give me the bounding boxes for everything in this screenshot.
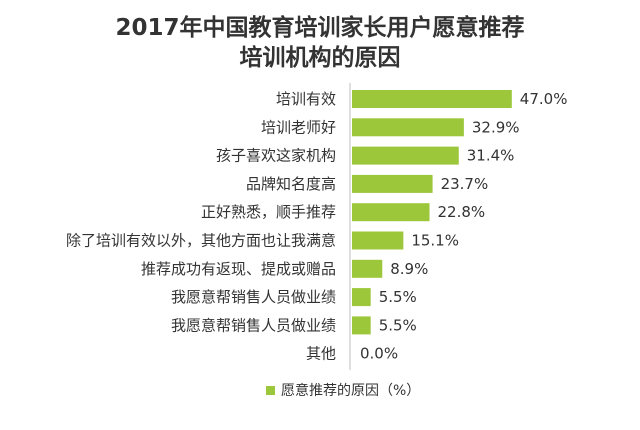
category-label: 除了培训有效以外，其他方面也让我满意 [66,232,336,250]
legend-swatch [266,386,275,395]
value-label: 22.8% [438,203,486,221]
category-label: 品牌知名度高 [246,175,336,193]
bar [352,231,404,250]
value-label: 5.5% [379,316,417,334]
bar [352,174,433,193]
bar [352,259,383,278]
bar [352,288,371,307]
category-label: 孩子喜欢这家机构 [216,147,336,165]
value-label: 8.9% [390,260,428,278]
value-label: 5.5% [379,288,417,306]
category-label: 推荐成功有返现、提成或赠品 [141,260,336,278]
chart-title-line-1: 2017年中国教育培训家长用户愿意推荐 [115,15,525,41]
category-label: 我愿意帮销售人员做业绩 [171,288,336,306]
bar [352,203,430,222]
category-label: 培训老师好 [261,118,336,136]
category-label: 其他 [306,345,336,363]
category-label: 我愿意帮销售人员做业绩 [171,316,336,334]
value-label: 23.7% [441,175,489,193]
category-label: 培训有效 [276,90,336,108]
value-label: 15.1% [411,232,459,250]
category-label: 正好熟悉，顺手推荐 [201,203,336,221]
bar [352,316,371,335]
value-label: 31.4% [467,147,515,165]
bar [352,118,464,137]
value-label: 32.9% [472,118,520,136]
chart-title-line-2: 培训机构的原因 [239,45,401,71]
bar [352,146,459,165]
bar [352,90,512,108]
legend-label: 愿意推荐的原因（%） [281,382,420,399]
value-label: 47.0% [520,90,568,108]
value-label: 0.0% [360,345,398,363]
